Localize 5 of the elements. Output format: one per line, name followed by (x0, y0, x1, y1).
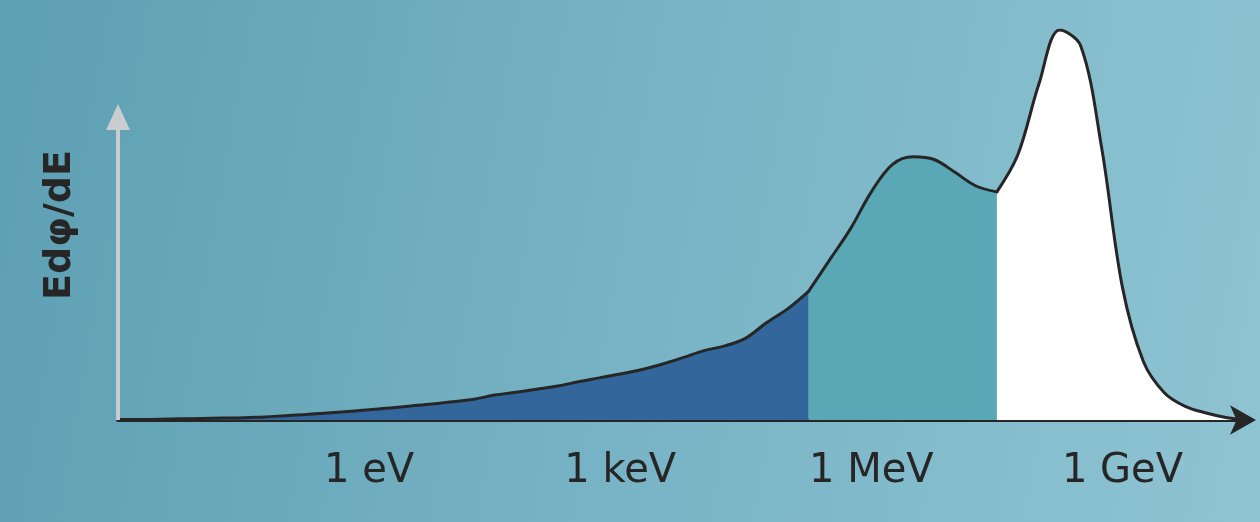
x-tick-label: 1 eV (324, 445, 415, 491)
x-tick-label: 1 MeV (809, 445, 935, 491)
x-tick-label: 1 GeV (1061, 445, 1184, 491)
y-axis-title: Edφ/dE (35, 150, 79, 300)
x-tick-label: 1 keV (564, 445, 677, 491)
